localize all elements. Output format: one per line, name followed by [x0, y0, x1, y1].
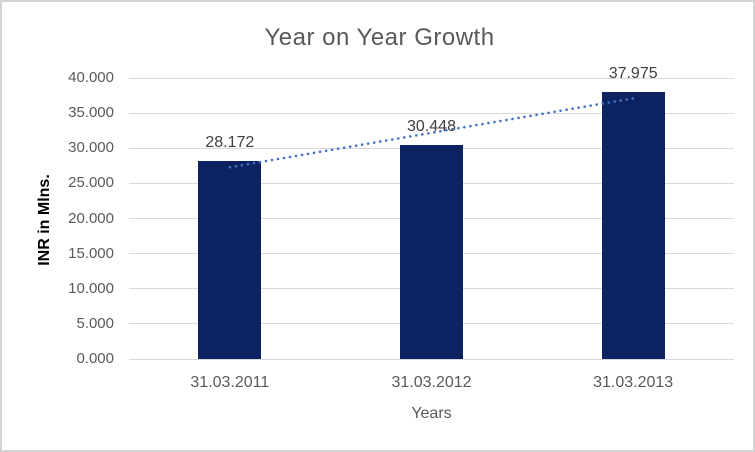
y-tick-label: 15.000 — [68, 244, 114, 262]
bar-value-label: 28.172 — [205, 134, 255, 152]
y-tick-label: 40.000 — [68, 69, 114, 86]
y-tick-label: 25.000 — [68, 174, 114, 192]
x-tick-label: 31.03.2012 — [391, 374, 472, 391]
gridline — [129, 358, 734, 360]
y-tick-label: 30.000 — [68, 139, 114, 157]
chart-title: Year on Year Growth — [264, 24, 495, 51]
x-axis-title: Years — [411, 405, 452, 422]
bar — [400, 145, 463, 359]
gridline — [129, 77, 734, 79]
x-tick-label: 31.03.2011 — [190, 374, 270, 391]
x-tick-label: 31.03.2013 — [593, 374, 674, 391]
y-tick-label: 35.000 — [68, 104, 114, 122]
bar — [198, 161, 262, 359]
y-tick-label: 20.000 — [68, 209, 114, 227]
y-tick-label: 10.000 — [68, 279, 114, 297]
bar — [601, 92, 665, 359]
bar-value-label: 30.448 — [407, 118, 456, 136]
y-tick-label: 0.000 — [76, 350, 114, 367]
bar-value-label: 37.975 — [608, 65, 658, 83]
y-tick-label: 5.000 — [76, 314, 114, 332]
y-axis-title: INR in Mlns. — [36, 174, 53, 266]
